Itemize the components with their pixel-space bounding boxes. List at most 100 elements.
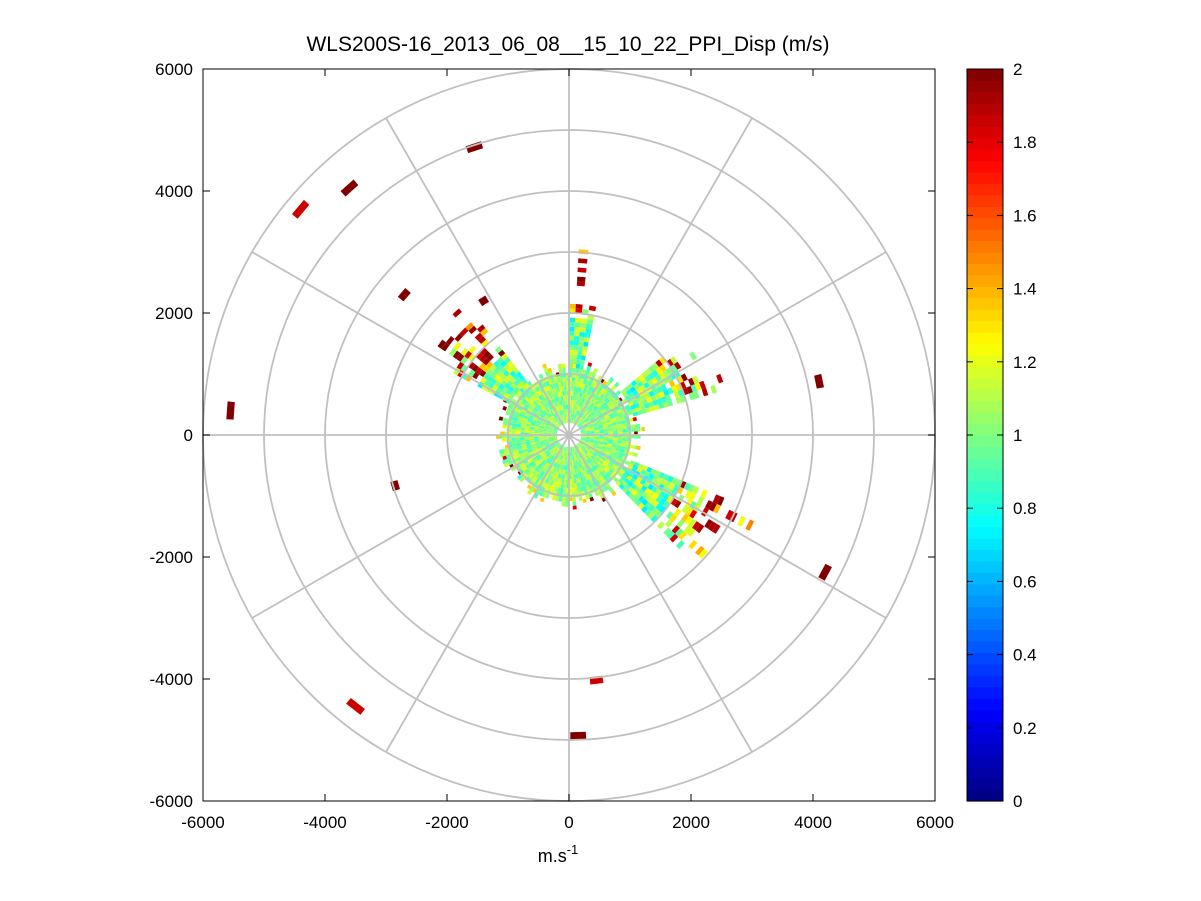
scan-cell [608, 453, 614, 458]
scan-cell [556, 443, 561, 447]
scan-cell [566, 413, 569, 419]
scan-cell [548, 405, 553, 411]
scan-cell [520, 424, 526, 429]
scan-cell [669, 533, 679, 543]
scan-cell [698, 548, 708, 559]
scan-cell [483, 350, 491, 358]
scan-cell [589, 456, 594, 462]
scan-cell [572, 409, 575, 415]
scan-cell [562, 395, 566, 401]
x-tick-label: 2000 [672, 813, 710, 832]
colorbar-segment [967, 572, 1003, 585]
scan-cell [547, 367, 552, 373]
scan-cell [681, 504, 690, 514]
scan-cell [683, 524, 692, 534]
scan-cell [648, 390, 655, 397]
scan-cell [608, 439, 613, 442]
scan-cell [597, 444, 603, 448]
scan-cell [580, 355, 586, 361]
scan-cell [673, 508, 682, 517]
scan-cell [582, 476, 587, 482]
scan-cell [670, 364, 678, 373]
scan-cell [648, 504, 656, 512]
scan-cell [573, 391, 576, 396]
scan-cell [638, 400, 644, 407]
scan-cell [620, 406, 627, 412]
scan-cell [575, 400, 579, 406]
scan-cell [701, 387, 709, 397]
scan-cell [581, 383, 586, 389]
scan-cell [599, 407, 605, 412]
scan-cell [503, 448, 509, 453]
scan-cell [631, 408, 637, 414]
scan-cell [588, 478, 594, 484]
scan-cell [621, 423, 627, 427]
scan-cell [547, 431, 553, 434]
scan-cell [655, 374, 662, 382]
scan-cell [556, 468, 560, 474]
scan-cell [665, 394, 672, 402]
scan-cell [528, 406, 534, 411]
scan-cell [678, 531, 687, 540]
scan-cell [553, 472, 557, 478]
colorbar-segment [967, 171, 1003, 184]
scan-cell [558, 406, 561, 411]
scan-cell [611, 446, 617, 451]
scan-cell [575, 444, 579, 450]
colorbar-segment [967, 252, 1003, 265]
scan-cell [636, 476, 643, 483]
scan-cell [608, 403, 614, 409]
scan-cell [673, 369, 681, 378]
scan-cell [551, 414, 556, 420]
scan-cell [604, 406, 610, 411]
colorbar-segment [967, 720, 1003, 733]
colorbar-segment [967, 652, 1003, 665]
scan-cell [589, 440, 594, 443]
scan-cell [537, 447, 542, 451]
scan-cell [537, 463, 543, 468]
scan-cell [595, 390, 601, 396]
scan-cell [581, 432, 586, 434]
scan-cell [542, 392, 547, 398]
scan-cell [654, 470, 661, 477]
scan-cell [563, 446, 566, 451]
scan-cell [478, 362, 487, 370]
scan-cell [539, 400, 544, 406]
scan-cell [513, 367, 520, 374]
scan-cell [516, 408, 522, 414]
scan-cell [516, 442, 522, 447]
scan-cell [578, 406, 582, 412]
scan-cell [571, 377, 576, 382]
scan-cell [587, 452, 592, 457]
scan-cell [629, 404, 636, 410]
scan-cell [611, 444, 617, 448]
scan-cell [562, 460, 565, 466]
scan-cell [597, 403, 602, 409]
scan-cell [608, 377, 615, 383]
scan-cell [527, 449, 533, 453]
colorbar-segment [967, 240, 1003, 253]
scan-cell [687, 527, 696, 537]
scan-cell [557, 377, 561, 383]
scan-cell [580, 446, 585, 451]
scan-cell [471, 364, 479, 372]
scan-cell [545, 457, 550, 463]
scan-cell [547, 385, 552, 391]
scan-cell [563, 414, 566, 419]
scan-cell [580, 428, 585, 431]
scan-cell [556, 448, 560, 453]
scan-cell [569, 354, 574, 359]
scan-cell [571, 386, 575, 391]
scan-cell [633, 480, 640, 487]
scan-cell [662, 369, 670, 377]
colorbar-segment [967, 412, 1003, 425]
scan-cell [571, 418, 574, 424]
scan-cell [541, 445, 546, 449]
scan-cell [630, 444, 636, 449]
scan-cell [524, 437, 530, 440]
scan-cell [688, 518, 697, 528]
scan-cell [527, 417, 533, 421]
scan-cell [553, 477, 558, 483]
scan-cell [554, 462, 559, 468]
scan-cell [590, 436, 595, 438]
